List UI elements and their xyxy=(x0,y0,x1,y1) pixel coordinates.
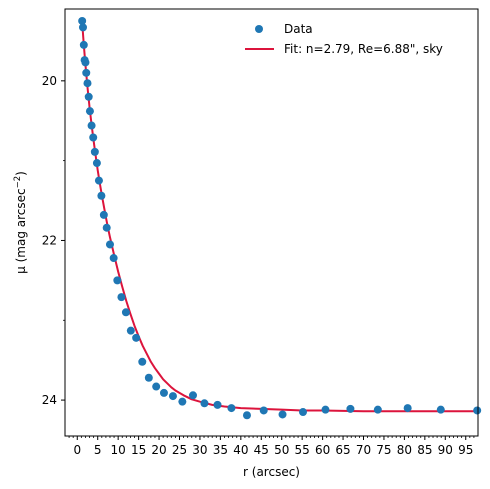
data-point xyxy=(81,58,90,67)
y-axis-label-suffix: ) xyxy=(14,171,28,176)
plot-area xyxy=(78,16,482,420)
x-tick-label: 25 xyxy=(172,443,187,457)
data-point xyxy=(85,107,94,116)
x-tick-label: 15 xyxy=(131,443,146,457)
data-point xyxy=(144,373,153,382)
data-point xyxy=(138,357,147,366)
x-tick-label: 80 xyxy=(397,443,412,457)
data-point xyxy=(159,388,168,397)
x-tick-label: 85 xyxy=(417,443,432,457)
data-point xyxy=(168,392,177,401)
data-point xyxy=(113,276,122,285)
data-point xyxy=(105,240,114,249)
x-axis-label: r (arcsec) xyxy=(243,465,300,479)
x-tick-label: 0 xyxy=(73,443,81,457)
data-point xyxy=(188,391,197,400)
data-point xyxy=(99,210,108,219)
data-point xyxy=(78,16,87,25)
data-point xyxy=(259,406,268,415)
data-point xyxy=(373,405,382,414)
legend-label-data: Data xyxy=(284,22,313,36)
y-tick-label: 22 xyxy=(42,233,57,247)
data-point xyxy=(79,40,88,49)
data-point xyxy=(89,133,98,142)
data-point xyxy=(78,23,87,32)
x-tick-label: 95 xyxy=(458,443,473,457)
x-tick-label: 65 xyxy=(335,443,350,457)
data-point xyxy=(473,406,482,415)
x-tick-label: 45 xyxy=(254,443,269,457)
data-point xyxy=(117,293,126,302)
data-point xyxy=(97,191,106,200)
data-point xyxy=(83,79,92,88)
data-point xyxy=(178,397,187,406)
x-tick-label: 20 xyxy=(151,443,166,457)
x-tick-label: 75 xyxy=(376,443,391,457)
data-point xyxy=(213,400,222,409)
data-point xyxy=(82,68,91,77)
x-tick-label: 10 xyxy=(111,443,126,457)
y-axis-label: μ (mag arcsec−2) xyxy=(13,171,28,274)
data-point xyxy=(242,411,251,420)
data-point xyxy=(90,147,99,156)
data-point xyxy=(298,408,307,417)
data-point xyxy=(109,254,118,263)
x-tick-label: 90 xyxy=(438,443,453,457)
axes-frame xyxy=(64,8,479,437)
data-point xyxy=(102,223,111,232)
tick-label-layer: 0 5 10 15 20 25 30 35 40 45 50 55 60 65 70 75 80 85 90 95 20… xyxy=(42,74,474,457)
legend: Data Fit: n=2.79, Re=6.88", sky xyxy=(245,22,443,56)
y-tick-label: 20 xyxy=(42,74,57,88)
data-point xyxy=(132,333,141,342)
y-tick-label: 24 xyxy=(42,393,57,407)
legend-label-fit: Fit: n=2.79, Re=6.88", sky xyxy=(284,42,443,56)
data-point xyxy=(92,159,101,168)
data-point xyxy=(121,308,130,317)
data-point xyxy=(200,399,209,408)
data-point xyxy=(346,404,355,413)
x-tick-label: 5 xyxy=(94,443,102,457)
x-tick-label: 30 xyxy=(192,443,207,457)
data-point xyxy=(227,404,236,413)
x-tick-label: 70 xyxy=(356,443,371,457)
x-tick-label: 55 xyxy=(295,443,310,457)
data-point xyxy=(84,92,93,101)
tick-layer xyxy=(61,80,475,440)
data-point xyxy=(403,404,412,413)
x-tick-label: 60 xyxy=(315,443,330,457)
legend-marker-data xyxy=(255,25,263,33)
y-axis-label-prefix: μ (mag arcsec xyxy=(14,188,28,273)
y-axis-label-exponent: −2 xyxy=(13,176,23,189)
data-point xyxy=(278,410,287,419)
data-point xyxy=(94,176,103,185)
data-point xyxy=(321,405,330,414)
fit-line xyxy=(81,22,478,413)
data-point xyxy=(152,382,161,391)
x-tick-label: 50 xyxy=(274,443,289,457)
data-point xyxy=(126,326,135,335)
data-point xyxy=(87,121,96,130)
data-point xyxy=(436,405,445,414)
x-tick-label: 40 xyxy=(233,443,248,457)
x-tick-label: 35 xyxy=(213,443,228,457)
